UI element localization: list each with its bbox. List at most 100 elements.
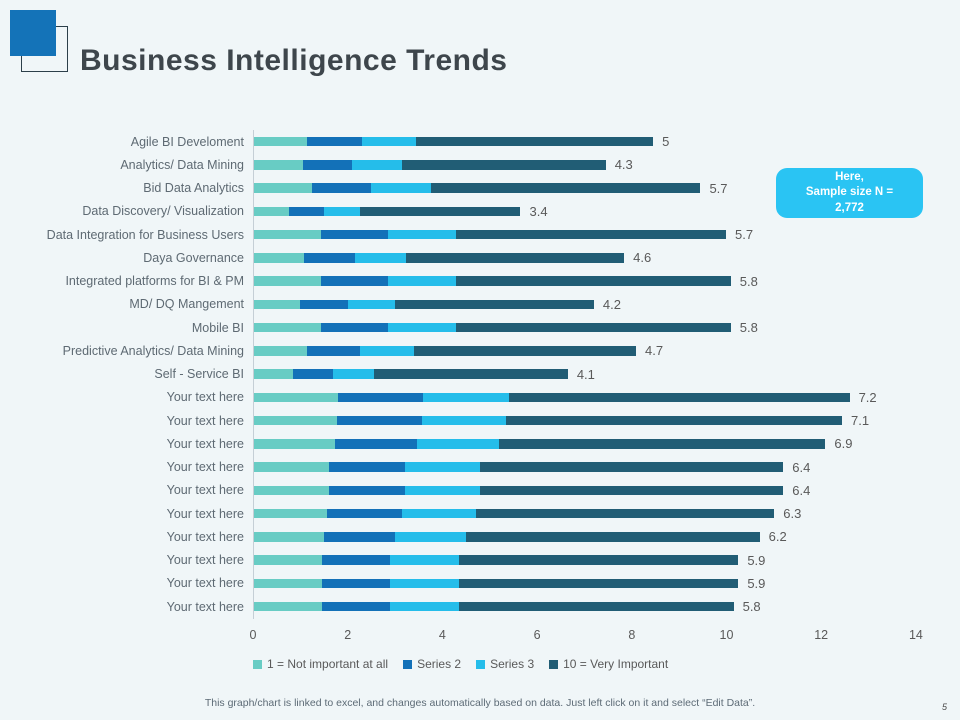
bar-segment-series-1[interactable] bbox=[253, 369, 294, 379]
bar-segment-series-2[interactable] bbox=[320, 322, 389, 333]
bar-segment-series-4[interactable] bbox=[458, 555, 739, 565]
bar-segment-series-2[interactable] bbox=[334, 439, 417, 449]
bar-segment-series-1[interactable] bbox=[253, 160, 303, 170]
bar-segment-series-1[interactable] bbox=[253, 485, 329, 496]
bar-segment-series-4[interactable] bbox=[402, 160, 606, 170]
bar-segment-series-2[interactable] bbox=[288, 206, 324, 217]
bar-segment-series-4[interactable] bbox=[475, 508, 775, 519]
bar-segment-series-2[interactable] bbox=[328, 485, 405, 496]
bar-segment-series-4[interactable] bbox=[480, 462, 784, 472]
bar-segment-series-2[interactable] bbox=[338, 392, 424, 403]
bar-segment-series-1[interactable] bbox=[253, 253, 305, 263]
bar-segment-series-4[interactable] bbox=[373, 369, 568, 379]
bar-segment-series-3[interactable] bbox=[371, 183, 431, 193]
stacked-bar[interactable]: 7.2 bbox=[253, 390, 877, 405]
bar-segment-series-1[interactable] bbox=[253, 183, 313, 193]
bar-segment-series-3[interactable] bbox=[352, 160, 403, 170]
bar-segment-series-2[interactable] bbox=[300, 299, 348, 310]
stacked-bar[interactable]: 3.4 bbox=[253, 204, 548, 219]
bar-segment-series-3[interactable] bbox=[401, 508, 476, 519]
bar-segment-series-4[interactable] bbox=[406, 253, 625, 263]
bar-segment-series-3[interactable] bbox=[388, 229, 457, 240]
bar-segment-series-1[interactable] bbox=[253, 578, 322, 589]
bar-segment-series-3[interactable] bbox=[361, 136, 417, 147]
bar-segment-series-2[interactable] bbox=[324, 532, 396, 542]
bar-segment-series-3[interactable] bbox=[395, 532, 467, 542]
bar-segment-series-2[interactable] bbox=[327, 508, 402, 519]
bar-segment-series-1[interactable] bbox=[253, 392, 339, 403]
bar-segment-series-3[interactable] bbox=[388, 322, 457, 333]
stacked-bar[interactable]: 4.1 bbox=[253, 367, 595, 382]
bar-segment-series-3[interactable] bbox=[347, 299, 396, 310]
bar-segment-series-4[interactable] bbox=[430, 183, 701, 193]
bar-segment-series-3[interactable] bbox=[360, 346, 414, 356]
stacked-bar[interactable]: 5 bbox=[253, 134, 669, 149]
bar-segment-series-4[interactable] bbox=[505, 415, 843, 426]
bar-segment-series-2[interactable] bbox=[337, 415, 422, 426]
bar-segment-series-4[interactable] bbox=[498, 439, 826, 449]
bar-segment-series-4[interactable] bbox=[480, 485, 784, 496]
bar-segment-series-1[interactable] bbox=[253, 439, 335, 449]
bar-segment-series-3[interactable] bbox=[421, 415, 506, 426]
bar-segment-series-4[interactable] bbox=[359, 206, 521, 217]
bar-segment-series-2[interactable] bbox=[321, 578, 391, 589]
bar-segment-series-4[interactable] bbox=[456, 229, 726, 240]
bar-segment-series-3[interactable] bbox=[404, 485, 481, 496]
bar-segment-series-3[interactable] bbox=[333, 369, 374, 379]
stacked-bar[interactable]: 5.9 bbox=[253, 553, 765, 568]
bar-segment-series-1[interactable] bbox=[253, 136, 308, 147]
stacked-bar[interactable]: 5.8 bbox=[253, 274, 758, 289]
stacked-bar[interactable]: 4.2 bbox=[253, 297, 621, 312]
stacked-bar[interactable]: 5.7 bbox=[253, 181, 728, 196]
bar-segment-series-2[interactable] bbox=[320, 229, 389, 240]
bar-segment-series-3[interactable] bbox=[416, 439, 499, 449]
bar-segment-series-1[interactable] bbox=[253, 555, 322, 565]
stacked-bar[interactable]: 6.9 bbox=[253, 436, 853, 451]
bar-segment-series-2[interactable] bbox=[306, 346, 360, 356]
bar-segment-series-1[interactable] bbox=[253, 601, 322, 612]
bar-segment-series-2[interactable] bbox=[328, 462, 405, 472]
bar-segment-series-4[interactable] bbox=[456, 322, 731, 333]
bar-segment-series-4[interactable] bbox=[416, 136, 654, 147]
stacked-bar[interactable]: 5.8 bbox=[253, 599, 761, 614]
bar-segment-series-4[interactable] bbox=[456, 276, 731, 286]
bar-segment-series-1[interactable] bbox=[253, 462, 329, 472]
bar-segment-series-4[interactable] bbox=[466, 532, 760, 542]
bar-segment-series-2[interactable] bbox=[321, 601, 391, 612]
bar-segment-series-2[interactable] bbox=[304, 253, 356, 263]
bar-segment-series-1[interactable] bbox=[253, 322, 321, 333]
bar-segment-series-4[interactable] bbox=[458, 601, 734, 612]
stacked-bar[interactable]: 5.7 bbox=[253, 227, 753, 242]
bar-segment-series-1[interactable] bbox=[253, 508, 328, 519]
bar-segment-series-3[interactable] bbox=[390, 601, 459, 612]
stacked-bar[interactable]: 4.3 bbox=[253, 157, 633, 172]
bar-segment-series-2[interactable] bbox=[307, 136, 362, 147]
bar-segment-series-2[interactable] bbox=[320, 276, 389, 286]
bar-segment-series-1[interactable] bbox=[253, 206, 289, 217]
bar-segment-series-1[interactable] bbox=[253, 276, 321, 286]
bar-segment-series-1[interactable] bbox=[253, 229, 321, 240]
stacked-bar[interactable]: 6.4 bbox=[253, 460, 810, 475]
stacked-bar[interactable]: 4.6 bbox=[253, 250, 651, 265]
bar-segment-series-2[interactable] bbox=[302, 160, 353, 170]
stacked-bar[interactable]: 6.3 bbox=[253, 506, 801, 521]
bar-segment-series-2[interactable] bbox=[293, 369, 334, 379]
bar-segment-series-3[interactable] bbox=[423, 392, 509, 403]
bar-segment-series-1[interactable] bbox=[253, 415, 338, 426]
stacked-bar[interactable]: 5.8 bbox=[253, 320, 758, 335]
bar-segment-series-4[interactable] bbox=[508, 392, 850, 403]
bar-segment-series-3[interactable] bbox=[404, 462, 481, 472]
bar-segment-series-4[interactable] bbox=[413, 346, 637, 356]
bar-segment-series-4[interactable] bbox=[458, 578, 739, 589]
bar-segment-series-1[interactable] bbox=[253, 346, 307, 356]
bar-segment-series-4[interactable] bbox=[395, 299, 594, 310]
bar-segment-series-3[interactable] bbox=[388, 276, 457, 286]
stacked-bar[interactable]: 6.2 bbox=[253, 529, 787, 544]
stacked-bar[interactable]: 4.7 bbox=[253, 343, 663, 358]
bar-segment-series-2[interactable] bbox=[312, 183, 372, 193]
stacked-bar[interactable]: 5.9 bbox=[253, 576, 765, 591]
bar-segment-series-3[interactable] bbox=[390, 578, 459, 589]
bar-segment-series-2[interactable] bbox=[321, 555, 391, 565]
bar-segment-series-3[interactable] bbox=[390, 555, 459, 565]
stacked-bar[interactable]: 6.4 bbox=[253, 483, 810, 498]
